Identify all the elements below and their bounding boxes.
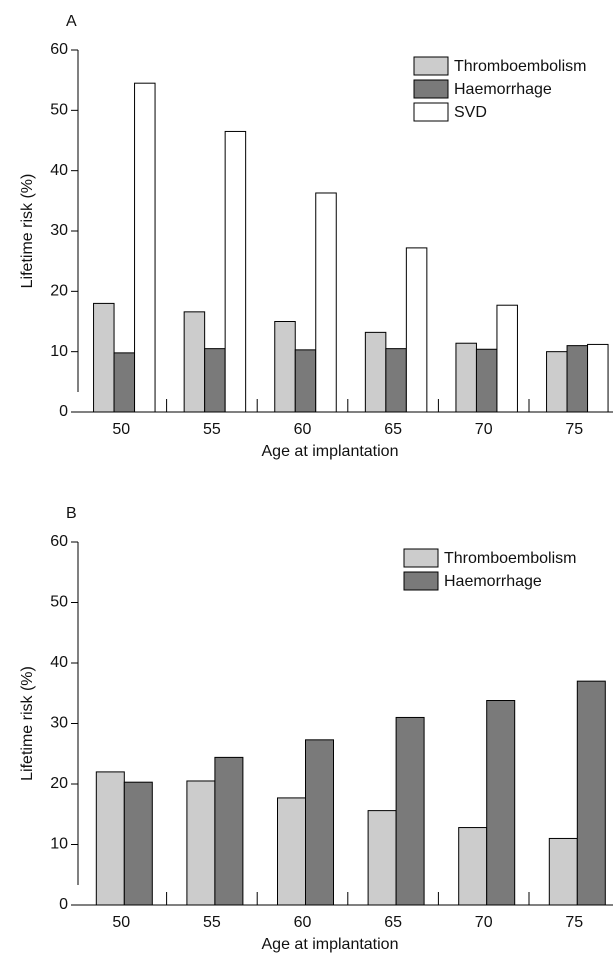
x-axis-label: Age at implantation [262,936,399,953]
bar [364,331,387,413]
legend-label: Haemorrhage [454,81,552,98]
legend-swatch [413,79,449,99]
y-tick-label: 10 [50,343,68,360]
legend-label: SVD [454,104,487,121]
y-axis-label: Lifetime risk (%) [19,174,36,289]
bar [546,351,568,413]
bar [475,348,498,413]
legend-swatch [413,102,449,122]
bar [395,716,425,906]
x-axis-label: Age at implantation [262,443,399,460]
bar [294,349,317,413]
bar [214,756,244,906]
bar [93,302,115,413]
x-tick-label: 75 [565,914,583,931]
x-tick-label: 60 [294,421,312,438]
legend-swatch [403,548,439,568]
x-tick-label: 55 [203,914,221,931]
bar [113,352,136,413]
y-tick-label: 40 [50,162,68,179]
y-tick-label: 60 [50,41,68,58]
x-tick-label: 50 [112,421,130,438]
bar [367,810,397,906]
bar [274,321,296,413]
panel-label: B [66,505,77,522]
bar [224,130,247,413]
bar [455,342,477,413]
y-tick-label: 50 [50,594,68,611]
bar [186,780,216,906]
y-tick-label: 0 [59,896,68,913]
x-tick-label: 60 [294,914,312,931]
bar [458,827,488,906]
x-tick-label: 50 [112,914,130,931]
panel-label: A [66,13,77,30]
bar [486,700,516,906]
x-tick-label: 70 [475,421,493,438]
bar [496,304,518,413]
bar [315,192,337,413]
x-tick-label: 65 [384,421,402,438]
y-tick-label: 0 [59,403,68,420]
legend-label: Thromboembolism [454,58,586,75]
legend-label: Thromboembolism [444,550,576,567]
bar [183,311,206,413]
bar [385,348,407,413]
x-tick-label: 70 [475,914,493,931]
y-tick-label: 10 [50,836,68,853]
bar [277,797,306,906]
bar [305,739,334,906]
bar [204,348,226,413]
y-tick-label: 50 [50,102,68,119]
legend-swatch [413,56,449,76]
bar [548,837,578,906]
y-tick-label: 20 [50,775,68,792]
legend-swatch [403,571,439,591]
y-tick-label: 60 [50,533,68,550]
x-tick-label: 75 [565,421,583,438]
bar [134,82,156,413]
bar [123,781,153,906]
x-tick-label: 55 [203,421,221,438]
y-tick-label: 30 [50,715,68,732]
bar [95,771,125,906]
y-tick-label: 40 [50,654,68,671]
x-tick-label: 65 [384,914,402,931]
bar [566,345,589,413]
y-axis-label: Lifetime risk (%) [19,666,36,781]
y-tick-label: 20 [50,283,68,300]
bar [576,680,606,906]
bar [405,247,428,413]
y-tick-label: 30 [50,222,68,239]
bar [587,343,609,413]
legend-label: Haemorrhage [444,573,542,590]
